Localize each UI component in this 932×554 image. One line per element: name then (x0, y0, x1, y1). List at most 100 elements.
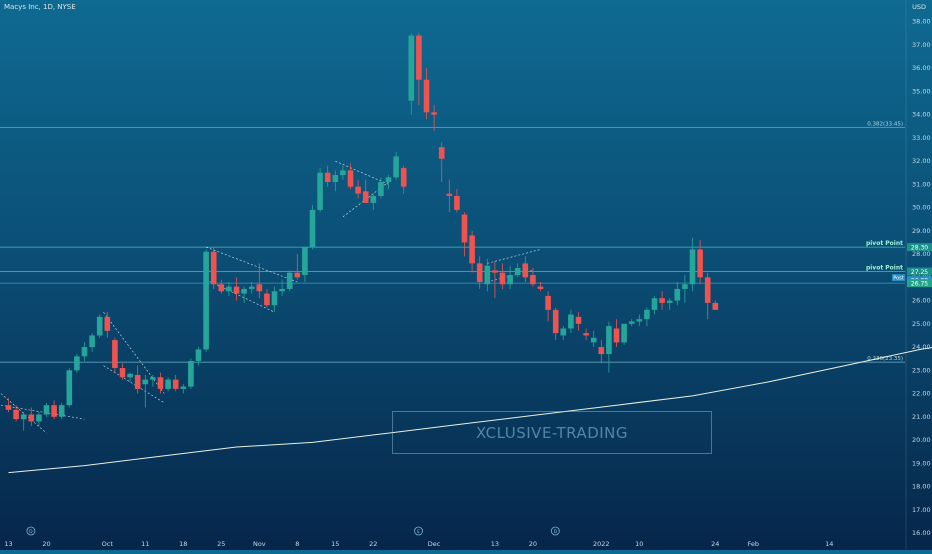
x-tick-label: Nov (253, 540, 266, 548)
x-tick-label: 2022 (593, 540, 610, 548)
y-tick-label: 18.00 (912, 483, 931, 491)
candle-body (203, 252, 209, 350)
candle-body (371, 196, 377, 203)
y-tick-label: 35.00 (912, 87, 931, 95)
candle-body (401, 168, 407, 187)
candle-body (705, 277, 711, 303)
candle-body (500, 273, 506, 285)
x-tick-label: 11 (141, 540, 149, 548)
pivot-point-label: pivot Point (866, 240, 903, 247)
x-tick-label: Dec (428, 540, 441, 548)
candle-body (697, 249, 703, 277)
y-tick-label: 23.00 (912, 366, 931, 374)
candle-body (561, 328, 567, 335)
candle-body (492, 270, 498, 272)
candle-body (621, 324, 627, 343)
candle-body (340, 170, 346, 175)
x-tick-label: Feb (748, 540, 760, 548)
pivot-point-label: pivot Point (866, 265, 903, 272)
candle-body (576, 317, 582, 324)
candle-body (241, 289, 247, 294)
y-tick-label: 36.00 (912, 64, 931, 72)
x-tick-label: 13 (491, 540, 499, 548)
dividend-icon-glyph: D (554, 529, 558, 535)
x-tick-label: 20 (529, 540, 537, 548)
x-tick-label: 14 (825, 540, 833, 548)
candle-body (439, 147, 445, 159)
candle-body (279, 289, 285, 291)
price-axis: 16.0017.0018.0019.0020.0021.0022.0023.00… (907, 18, 932, 537)
candle-body (181, 387, 187, 389)
candle-body (127, 374, 133, 377)
candle-body (355, 187, 361, 194)
candle-body (6, 405, 12, 410)
candle-body (363, 191, 369, 203)
y-tick-label: 34.00 (912, 111, 931, 119)
candle-body (173, 380, 179, 389)
candle-body (287, 273, 293, 289)
candle-body (507, 275, 513, 284)
candle-body (249, 287, 255, 289)
y-tick-label: 32.00 (912, 157, 931, 165)
candle-body (44, 405, 50, 414)
candle-body (690, 249, 696, 284)
y-tick-label: 26.00 (912, 297, 931, 305)
y-tick-label: 17.00 (912, 506, 931, 514)
candle-body (264, 294, 270, 306)
y-tick-label: 30.00 (912, 204, 931, 212)
x-tick-label: Oct (102, 540, 114, 548)
candle-body (485, 266, 491, 285)
candle-body (13, 410, 19, 419)
candle-body (667, 301, 673, 303)
x-tick-label: 20 (42, 540, 50, 548)
candle-body (523, 263, 529, 277)
x-tick-label: 24 (711, 540, 719, 548)
candle-body (424, 80, 430, 113)
candle-body (325, 173, 331, 182)
y-tick-label: 38.00 (912, 18, 931, 26)
y-tick-label: 29.00 (912, 227, 931, 235)
candle-body (310, 210, 316, 247)
candle-body (652, 298, 658, 310)
candle-body (112, 340, 118, 368)
y-tick-label: 31.00 (912, 180, 931, 188)
price-tag-label: 26.75 (911, 281, 928, 288)
candle-body (97, 317, 103, 336)
candle-body (675, 289, 681, 301)
candle-body (477, 263, 483, 282)
candle-body (583, 333, 589, 335)
candle-body (713, 303, 719, 310)
candle-body (234, 287, 240, 294)
y-tick-label: 37.00 (912, 41, 931, 49)
y-tick-label: 19.00 (912, 459, 931, 467)
candle-body (659, 298, 665, 303)
candle-body (333, 175, 339, 182)
candle-body (568, 315, 574, 329)
y-tick-label: 16.00 (912, 529, 931, 537)
x-tick-label: 18 (179, 540, 187, 548)
candle-body (74, 356, 80, 370)
y-tick-label: 33.00 (912, 134, 931, 142)
candle-body (469, 235, 475, 263)
candle-body (348, 170, 354, 186)
candle-body (150, 377, 156, 379)
x-tick-label: 10 (635, 540, 643, 548)
candle-body (21, 414, 27, 419)
symbol-legend: Macys Inc, 1D, NYSE (4, 3, 76, 11)
x-tick-label: 22 (369, 540, 377, 548)
candle-body (629, 321, 635, 323)
candle-body (295, 273, 301, 278)
y-tick-label: 24.00 (912, 343, 931, 351)
candle-body (431, 112, 437, 114)
candle-body (67, 370, 73, 405)
candle-body (462, 215, 468, 243)
candle-body (393, 156, 399, 177)
candle-body (545, 296, 551, 310)
candle-body (257, 284, 263, 291)
earnings-icon-glyph: E (417, 529, 420, 535)
post-badge-label: Post (893, 276, 904, 282)
